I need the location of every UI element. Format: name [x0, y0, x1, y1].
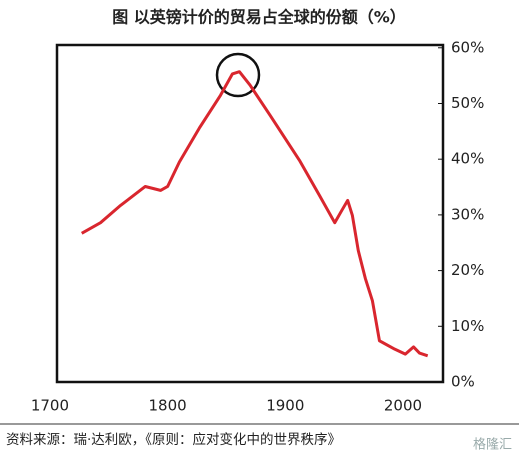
y-tick-label: 20%	[451, 261, 484, 279]
x-tick-label: 2000	[384, 397, 422, 415]
y-tick-label: 0%	[451, 373, 475, 391]
y-tick-label: 50%	[451, 94, 484, 112]
x-tick-label: 1900	[266, 397, 304, 415]
x-tick-label: 1700	[31, 397, 69, 415]
source-note: 资料来源：瑞·达利欧，《原则：应对变化中的世界秩序》	[6, 431, 341, 448]
y-tick-label: 60%	[451, 38, 484, 56]
line-series	[80, 70, 429, 358]
x-tick-label: 1800	[149, 397, 187, 415]
plot-frame	[55, 43, 445, 384]
y-tick-label: 30%	[451, 205, 484, 223]
y-tick-label: 10%	[451, 317, 484, 335]
chart-title: 图 以英镑计价的贸易占全球的份额（%）	[112, 8, 406, 27]
y-tick-label: 40%	[451, 150, 484, 168]
watermark: 格隆汇	[473, 437, 512, 453]
highlight-circle	[215, 52, 261, 98]
